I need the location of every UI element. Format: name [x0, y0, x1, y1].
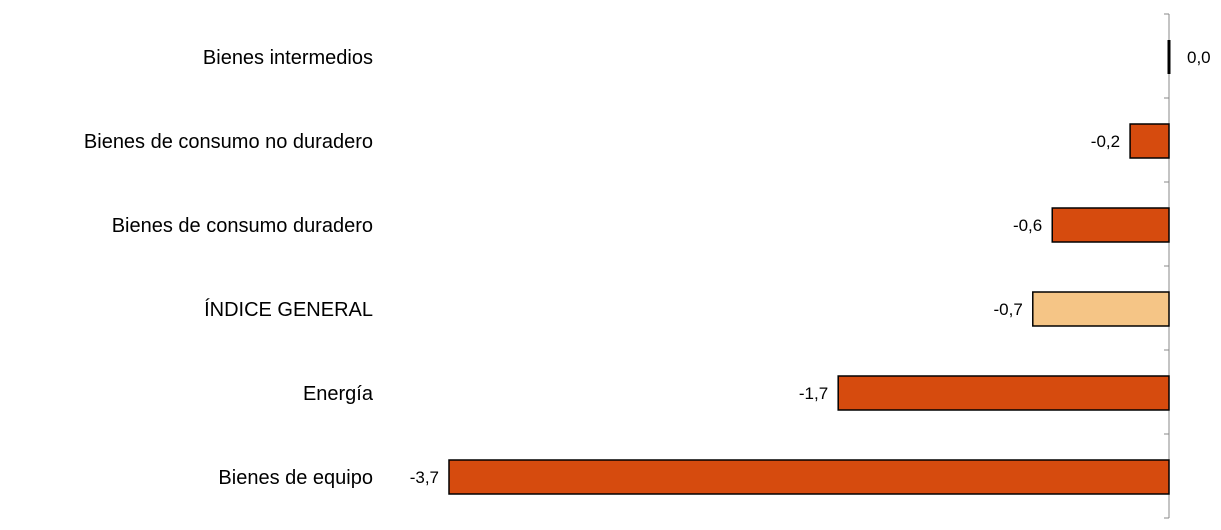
value-label: -0,2: [1091, 132, 1120, 151]
labels: Bienes intermedios 0,0 Bienes de consumo n…: [84, 47, 1211, 489]
value-label: 0,0: [1187, 48, 1211, 67]
value-axis: [1164, 13, 1170, 519]
bar: [1129, 123, 1170, 159]
category-label: ÍNDICE GENERAL: [204, 298, 373, 321]
value-label: -1,7: [799, 384, 828, 403]
bar: [448, 459, 1170, 495]
bar: [837, 375, 1170, 411]
category-label: Bienes de equipo: [218, 467, 373, 489]
value-label: -0,7: [993, 300, 1022, 319]
value-label: -3,7: [410, 468, 439, 487]
value-label: -0,6: [1013, 216, 1042, 235]
bar: [1051, 207, 1170, 243]
category-label: Bienes intermedios: [203, 47, 373, 69]
bars: [448, 40, 1171, 495]
bar-highlight: [1032, 291, 1170, 327]
bar: [1167, 40, 1171, 74]
category-label: Energía: [303, 383, 374, 405]
category-label: Bienes de consumo duradero: [112, 215, 373, 237]
category-label: Bienes de consumo no duradero: [84, 131, 373, 153]
